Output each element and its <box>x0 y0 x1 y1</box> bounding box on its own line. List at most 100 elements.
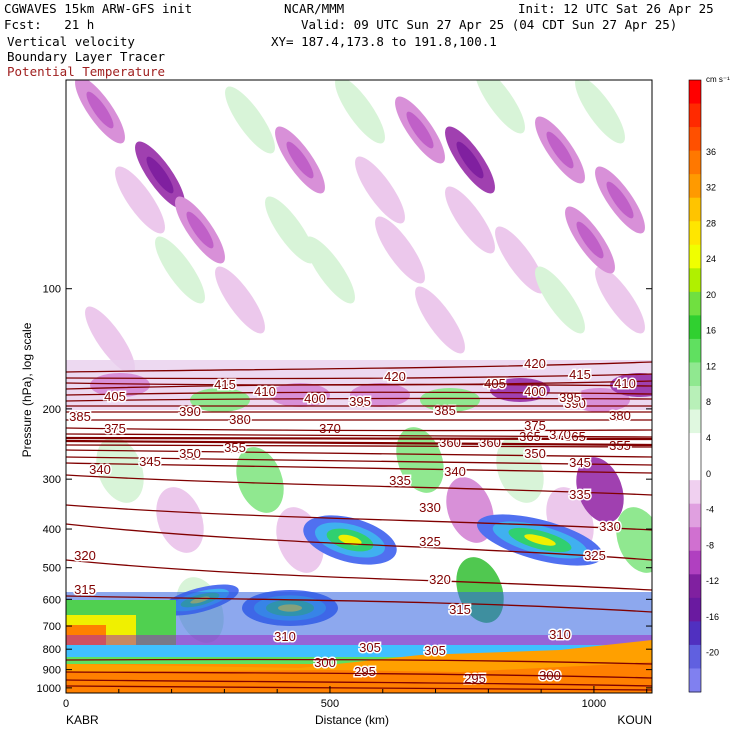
colorbar-label: 28 <box>706 218 716 228</box>
colorbar-label: -4 <box>706 505 714 515</box>
colorbar-swatch <box>689 668 701 693</box>
plot-frame <box>65 79 653 694</box>
colorbar: cm s⁻¹ 36 32 28 24 20 16 12 8 4 0 -4 -8 -12 -16 -20 <box>688 75 730 693</box>
updraft-core <box>338 534 362 546</box>
x-tick-label: 500 <box>321 698 339 710</box>
isentrope-line <box>66 427 652 432</box>
isentrope-label: 400 <box>524 384 546 399</box>
isentrope-line <box>66 444 652 448</box>
colorbar-unit: cm s⁻¹ <box>706 75 730 84</box>
colorbar-swatch <box>689 550 701 575</box>
colorbar-swatch <box>689 621 701 646</box>
isentrope-label: 350 <box>524 446 546 461</box>
isentrope-line <box>66 397 652 402</box>
colorbar-label: 4 <box>706 433 711 443</box>
isentrope-label: 330 <box>419 500 441 515</box>
colorbar-swatch <box>689 103 701 128</box>
colorbar-label: 0 <box>706 469 711 479</box>
isentrope-line <box>66 439 652 447</box>
colorbar-swatch <box>689 480 701 505</box>
valid-time: Valid: 09 UTC Sun 27 Apr 25 (04 CDT Sun … <box>301 17 678 32</box>
updraft-core <box>524 534 556 546</box>
isentrope-label: 400 <box>304 391 326 406</box>
isentrope-label: 295 <box>354 664 376 679</box>
isentrope-label: 345 <box>569 455 591 470</box>
isentrope-label: 385 <box>434 403 456 418</box>
isentrope-line <box>66 462 652 474</box>
isentrope-line <box>66 679 652 687</box>
velocity-cell <box>265 196 315 264</box>
isentrope-label: 415 <box>214 377 236 392</box>
velocity-cell <box>236 447 284 513</box>
colorbar-swatch <box>689 409 701 434</box>
velocity-core <box>456 141 484 179</box>
colorbar-label: 36 <box>706 147 716 157</box>
y-tick-label: 600 <box>43 594 61 606</box>
colorbar-swatch <box>689 456 701 481</box>
velocity-core <box>546 131 574 169</box>
isentrope-line <box>66 658 652 665</box>
isentrope-line <box>66 380 652 386</box>
isentrope-label: 420 <box>384 369 406 384</box>
colorbar-label: 8 <box>706 397 711 407</box>
isentrope-label: 370 <box>549 427 571 442</box>
velocity-core <box>146 156 174 194</box>
velocity-core <box>576 221 604 259</box>
isentrope-label: 420 <box>524 356 546 371</box>
y-tick-label: 900 <box>43 665 61 677</box>
velocity-core <box>86 91 114 129</box>
isentrope-label: 305 <box>359 640 381 655</box>
velocity-cell <box>355 156 405 224</box>
field-boundary-layer-tracer: Boundary Layer Tracer <box>7 49 166 64</box>
velocity-cell <box>225 86 275 154</box>
isentrope-label: 410 <box>614 376 636 391</box>
isentrope-label: 405 <box>104 389 126 404</box>
velocity-cell <box>155 236 205 304</box>
colorbar-label: 12 <box>706 361 716 371</box>
isentrope-label: 395 <box>349 394 371 409</box>
colorbar-swatch <box>689 433 701 458</box>
isentrope-label: 360 <box>479 435 501 450</box>
isentrope-label: 345 <box>139 454 161 469</box>
colorbar-swatch <box>689 197 701 222</box>
isentrope-label: 335 <box>389 473 411 488</box>
colorbar-label: 20 <box>706 290 716 300</box>
isentrope-line <box>66 456 652 466</box>
y-tick-label: 800 <box>43 644 61 656</box>
isentrope-label: 390 <box>179 404 201 419</box>
isentrope-label: 380 <box>229 412 251 427</box>
isentrope-line <box>66 433 652 438</box>
forecast-hour: Fcst: 21 h <box>4 17 95 32</box>
colorbar-label: -12 <box>706 576 719 586</box>
colorbar-swatch <box>689 80 701 105</box>
isentrope-label: 340 <box>444 464 466 479</box>
velocity-cell <box>496 437 544 503</box>
y-tick-label: 1000 <box>37 683 61 695</box>
colorbar-swatch <box>689 127 701 152</box>
boundary-layer-purple <box>66 635 652 647</box>
isentrope-line <box>66 685 652 691</box>
velocity-cell <box>576 457 624 523</box>
colorbar-swatch <box>689 291 701 316</box>
velocity-cell <box>535 266 585 334</box>
velocity-core <box>186 211 214 249</box>
isentrope-line <box>66 559 652 591</box>
isentrope-label: 370 <box>319 421 341 436</box>
colorbar-swatch <box>689 527 701 552</box>
colorbar-label: 24 <box>706 254 716 264</box>
velocity-cell <box>270 383 330 407</box>
isentrope-label: 325 <box>419 534 441 549</box>
colorbar-label: 32 <box>706 183 716 193</box>
isentrope-line <box>66 671 652 679</box>
velocity-cell <box>595 266 645 334</box>
isentrope-label: 410 <box>254 384 276 399</box>
isentrope-label: 360 <box>439 435 461 450</box>
y-tick-label: 100 <box>43 284 61 296</box>
colorbar-label: -8 <box>706 540 714 550</box>
colorbar-swatch <box>689 644 701 669</box>
isentrope-label: 315 <box>449 602 471 617</box>
velocity-cell <box>375 216 425 284</box>
isentrope-label: 395 <box>559 390 581 405</box>
y-tick-label: 300 <box>43 474 61 486</box>
model-title: CGWAVES 15km ARW-GFS init <box>4 1 193 16</box>
